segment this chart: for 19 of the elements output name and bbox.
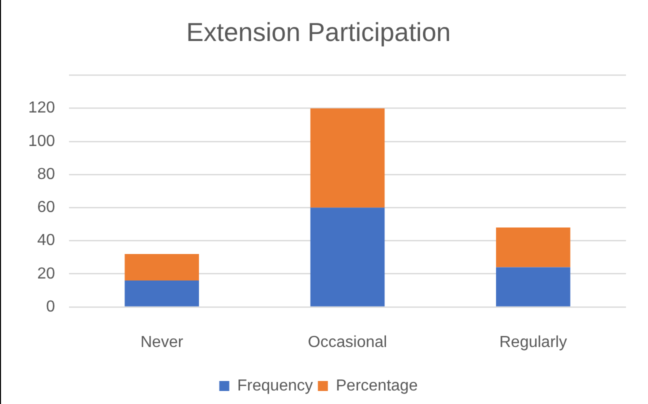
y-tick-label: 40 bbox=[37, 232, 56, 250]
x-tick-label: Regularly bbox=[499, 334, 567, 352]
bar bbox=[124, 280, 199, 306]
y-tick-label: 20 bbox=[37, 265, 56, 282]
legend-label: Frequency bbox=[237, 377, 313, 394]
x-tick-label: Occasional bbox=[308, 334, 388, 352]
y-tick-label: 0 bbox=[46, 298, 56, 316]
y-tick-label: 120 bbox=[28, 100, 56, 117]
bar bbox=[496, 228, 570, 268]
chart-title: Extension Participation bbox=[186, 16, 451, 47]
y-tick-label: 80 bbox=[37, 166, 56, 183]
x-tick-label: Never bbox=[140, 334, 184, 352]
y-tick-label: 100 bbox=[28, 132, 56, 150]
bar bbox=[496, 267, 570, 306]
bar bbox=[310, 208, 385, 306]
bar bbox=[310, 108, 385, 208]
bar bbox=[124, 254, 199, 281]
legend-label: Percentage bbox=[336, 377, 418, 394]
y-tick-label: 60 bbox=[37, 199, 56, 216]
